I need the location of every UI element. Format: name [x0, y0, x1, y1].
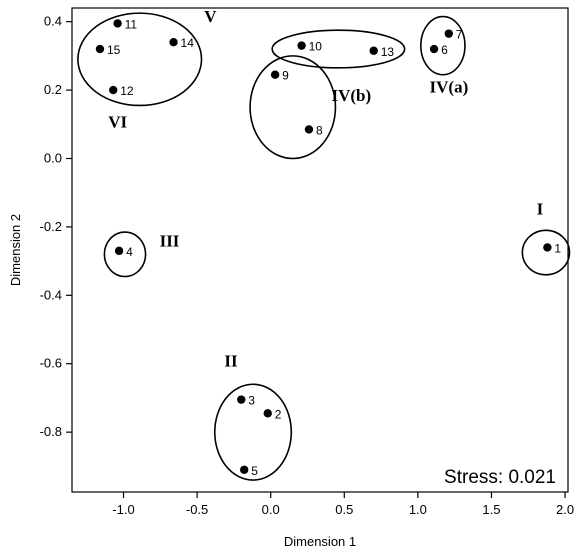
- y-tick-label: 0.0: [44, 151, 62, 166]
- plot-frame: [71, 7, 569, 493]
- x-tick-label: 1.0: [409, 502, 427, 517]
- data-point: [113, 19, 122, 28]
- y-tick-label: -0.8: [40, 424, 62, 439]
- y-tick-label: 0.2: [44, 82, 62, 97]
- stress-annotation: Stress: 0.021: [444, 467, 556, 488]
- x-tick-label: -0.5: [186, 502, 208, 517]
- data-point: [369, 46, 378, 55]
- x-tick-label: 0.5: [335, 502, 353, 517]
- data-point: [263, 409, 272, 418]
- data-point: [429, 44, 439, 54]
- data-point-label: 12: [120, 84, 134, 98]
- cluster-ellipse: [249, 55, 337, 160]
- data-point-label: 14: [181, 36, 195, 50]
- x-axis-ticks: -1.0 -0.5 0.0 0.5 1.0 1.5 2.0: [112, 492, 574, 517]
- x-tick-label: 0.0: [262, 502, 280, 517]
- y-axis-ticks: -0.8 -0.6 -0.4 -0.2 0.0 0.2 0.4: [40, 14, 72, 439]
- cluster-label: V: [204, 7, 217, 26]
- data-point: [304, 125, 314, 134]
- cluster-ellipse: [521, 229, 571, 276]
- data-point-label: 6: [441, 43, 448, 57]
- x-tick-label: -1.0: [112, 502, 134, 517]
- data-point-label: 7: [456, 28, 463, 42]
- y-tick-label: 0.4: [44, 14, 62, 29]
- data-point-label: 9: [282, 69, 289, 83]
- data-point-label: 2: [275, 407, 282, 421]
- data-point-label: 10: [309, 40, 323, 54]
- cluster-label: VI: [108, 112, 127, 131]
- data-point-label: 8: [316, 123, 323, 137]
- cluster-label: I: [537, 199, 544, 218]
- cluster-label: IV(a): [430, 78, 469, 97]
- x-tick-label: 1.5: [482, 502, 500, 517]
- data-point-label: 11: [125, 17, 138, 31]
- y-axis-title: Dimension 2: [8, 214, 23, 286]
- y-tick-label: -0.4: [40, 287, 62, 302]
- data-point: [237, 395, 246, 404]
- data-point-label: 5: [251, 464, 258, 478]
- cluster-label: II: [224, 351, 238, 370]
- cluster-ellipse: [77, 12, 203, 107]
- data-point: [240, 465, 249, 474]
- cluster-ellipse: [271, 29, 406, 69]
- data-point-label: 3: [248, 394, 255, 408]
- data-point: [543, 243, 552, 252]
- cluster-ellipse: [103, 231, 147, 278]
- data-point-label: 13: [381, 45, 395, 59]
- data-point: [95, 44, 105, 54]
- y-tick-label: -0.2: [40, 219, 62, 234]
- cluster-label: IV(b): [331, 86, 371, 105]
- data-point-label: 15: [107, 43, 121, 57]
- cluster-ellipse: [420, 15, 466, 76]
- data-point-label: 1: [554, 241, 561, 255]
- x-tick-label: 2.0: [556, 502, 574, 517]
- data-point: [444, 29, 453, 38]
- data-point: [109, 85, 118, 95]
- data-point: [169, 38, 178, 47]
- y-tick-label: -0.6: [40, 356, 62, 371]
- data-point: [114, 246, 124, 256]
- data-point-label: 4: [126, 245, 133, 259]
- cluster-label: III: [160, 231, 180, 250]
- data-point: [270, 70, 280, 79]
- cluster-ellipse: [213, 383, 293, 481]
- x-axis-title: Dimension 1: [284, 534, 356, 549]
- data-point: [297, 41, 306, 50]
